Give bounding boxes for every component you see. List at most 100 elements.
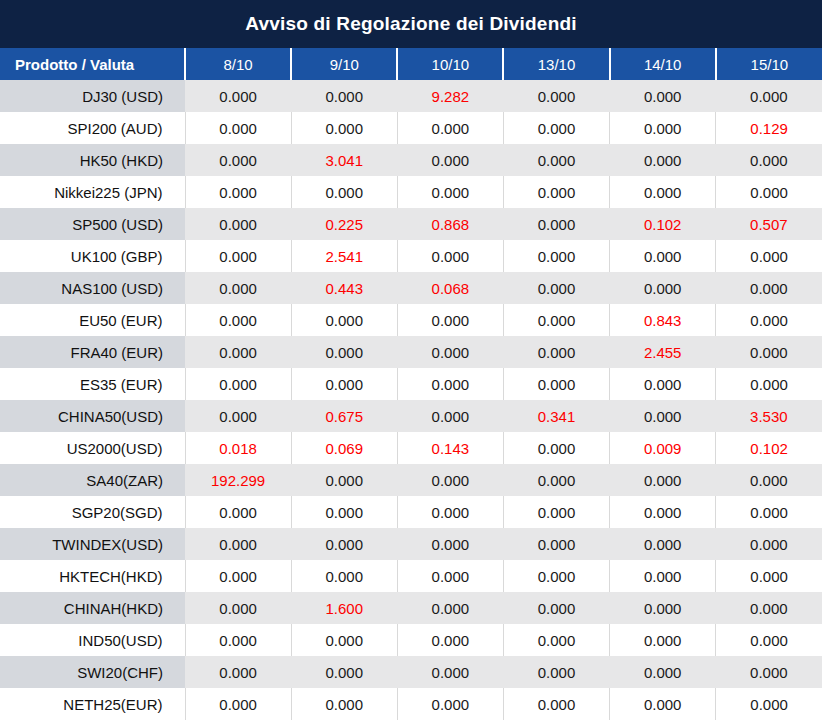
dividend-value-cell: 0.000: [503, 656, 609, 688]
table-row: Nikkei225 (JPN)0.0000.0000.0000.0000.000…: [0, 176, 822, 208]
table-row: DJ30 (USD)0.0000.0009.2820.0000.0000.000: [0, 80, 822, 112]
dividend-value-cell: 0.000: [716, 624, 822, 656]
product-cell: EU50 (EUR): [0, 304, 185, 336]
dividend-value-cell: 0.225: [291, 208, 397, 240]
dividend-value-cell: 0.000: [716, 144, 822, 176]
dividend-value-cell: 0.000: [291, 624, 397, 656]
dividend-value-cell: 0.000: [716, 368, 822, 400]
dividend-value-cell: 0.000: [291, 464, 397, 496]
dividend-value-cell: 3.530: [716, 400, 822, 432]
dividend-value-cell: 0.000: [716, 688, 822, 720]
column-header-date-6: 15/10: [716, 48, 822, 80]
dividend-value-cell: 0.341: [503, 400, 609, 432]
dividend-value-cell: 0.000: [716, 560, 822, 592]
dividend-value-cell: 0.000: [291, 656, 397, 688]
dividend-value-cell: 0.000: [397, 496, 503, 528]
dividend-value-cell: 0.000: [610, 656, 716, 688]
dividend-value-cell: 0.000: [610, 272, 716, 304]
dividend-value-cell: 0.000: [610, 592, 716, 624]
product-cell: DJ30 (USD): [0, 80, 185, 112]
dividend-value-cell: 0.000: [397, 112, 503, 144]
table-row: SPI200 (AUD)0.0000.0000.0000.0000.0000.1…: [0, 112, 822, 144]
dividend-value-cell: 0.000: [397, 144, 503, 176]
dividend-value-cell: 0.000: [503, 80, 609, 112]
product-cell: CHINAH(HKD): [0, 592, 185, 624]
dividend-value-cell: 0.000: [291, 304, 397, 336]
table-row: SA40(ZAR)192.2990.0000.0000.0000.0000.00…: [0, 464, 822, 496]
product-cell: CHINA50(USD): [0, 400, 185, 432]
dividend-value-cell: 0.000: [716, 592, 822, 624]
product-cell: ES35 (EUR): [0, 368, 185, 400]
dividend-value-cell: 0.000: [503, 624, 609, 656]
dividend-value-cell: 0.000: [503, 688, 609, 720]
dividend-value-cell: 0.000: [185, 176, 291, 208]
table-row: EU50 (EUR)0.0000.0000.0000.0000.8430.000: [0, 304, 822, 336]
table-row: CHINA50(USD)0.0000.6750.0000.3410.0003.5…: [0, 400, 822, 432]
table-row: NETH25(EUR)0.0000.0000.0000.0000.0000.00…: [0, 688, 822, 720]
dividend-value-cell: 0.000: [716, 304, 822, 336]
product-cell: SP500 (USD): [0, 208, 185, 240]
table-row: SGP20(SGD)0.0000.0000.0000.0000.0000.000: [0, 496, 822, 528]
dividend-value-cell: 0.018: [185, 432, 291, 464]
dividend-value-cell: 0.068: [397, 272, 503, 304]
dividend-value-cell: 0.000: [610, 624, 716, 656]
table-row: UK100 (GBP)0.0002.5410.0000.0000.0000.00…: [0, 240, 822, 272]
table-row: TWINDEX(USD)0.0000.0000.0000.0000.0000.0…: [0, 528, 822, 560]
dividend-value-cell: 0.000: [610, 144, 716, 176]
dividend-value-cell: 0.000: [610, 496, 716, 528]
dividend-value-cell: 0.000: [397, 176, 503, 208]
dividend-value-cell: 0.000: [185, 592, 291, 624]
dividend-value-cell: 0.000: [503, 496, 609, 528]
dividend-value-cell: 0.843: [610, 304, 716, 336]
table-body: DJ30 (USD)0.0000.0009.2820.0000.0000.000…: [0, 80, 822, 720]
dividend-value-cell: 0.000: [397, 624, 503, 656]
dividend-value-cell: 0.000: [503, 528, 609, 560]
dividend-value-cell: 0.000: [185, 336, 291, 368]
dividend-value-cell: 0.000: [185, 496, 291, 528]
dividend-value-cell: 0.000: [185, 528, 291, 560]
product-cell: TWINDEX(USD): [0, 528, 185, 560]
column-header-date-1: 8/10: [185, 48, 291, 80]
dividend-value-cell: 0.000: [291, 368, 397, 400]
table-row: US2000(USD)0.0180.0690.1430.0000.0090.10…: [0, 432, 822, 464]
dividend-value-cell: 0.000: [503, 304, 609, 336]
dividend-value-cell: 0.000: [503, 432, 609, 464]
dividend-value-cell: 0.000: [185, 368, 291, 400]
dividend-value-cell: 0.000: [291, 80, 397, 112]
product-cell: SA40(ZAR): [0, 464, 185, 496]
dividend-value-cell: 0.000: [185, 144, 291, 176]
dividend-value-cell: 0.000: [503, 176, 609, 208]
dividend-value-cell: 0.000: [716, 464, 822, 496]
dividend-value-cell: 0.000: [397, 400, 503, 432]
dividend-value-cell: 0.000: [503, 336, 609, 368]
dividend-value-cell: 0.000: [610, 560, 716, 592]
dividend-value-cell: 0.675: [291, 400, 397, 432]
dividend-value-cell: 0.000: [185, 400, 291, 432]
table-row: HKTECH(HKD)0.0000.0000.0000.0000.0000.00…: [0, 560, 822, 592]
table-row: FRA40 (EUR)0.0000.0000.0000.0002.4550.00…: [0, 336, 822, 368]
dividend-value-cell: 1.600: [291, 592, 397, 624]
dividend-value-cell: 0.000: [610, 400, 716, 432]
table-row: HK50 (HKD)0.0003.0410.0000.0000.0000.000: [0, 144, 822, 176]
dividend-value-cell: 0.000: [610, 688, 716, 720]
dividend-value-cell: 0.000: [397, 592, 503, 624]
dividend-value-cell: 0.102: [610, 208, 716, 240]
page-title: Avviso di Regolazione dei Dividendi: [0, 0, 822, 48]
dividend-value-cell: 0.507: [716, 208, 822, 240]
product-cell: SWI20(CHF): [0, 656, 185, 688]
table-row: SP500 (USD)0.0000.2250.8680.0000.1020.50…: [0, 208, 822, 240]
product-cell: IND50(USD): [0, 624, 185, 656]
dividend-value-cell: 0.000: [503, 208, 609, 240]
column-header-date-2: 9/10: [291, 48, 397, 80]
dividend-value-cell: 0.000: [716, 336, 822, 368]
table-row: CHINAH(HKD)0.0001.6000.0000.0000.0000.00…: [0, 592, 822, 624]
dividend-value-cell: 0.000: [610, 176, 716, 208]
table-row: SWI20(CHF)0.0000.0000.0000.0000.0000.000: [0, 656, 822, 688]
dividend-value-cell: 0.443: [291, 272, 397, 304]
dividend-value-cell: 0.000: [503, 368, 609, 400]
dividend-value-cell: 0.000: [716, 240, 822, 272]
dividend-value-cell: 0.000: [503, 240, 609, 272]
product-cell: HK50 (HKD): [0, 144, 185, 176]
dividend-value-cell: 0.000: [503, 464, 609, 496]
dividend-value-cell: 192.299: [185, 464, 291, 496]
